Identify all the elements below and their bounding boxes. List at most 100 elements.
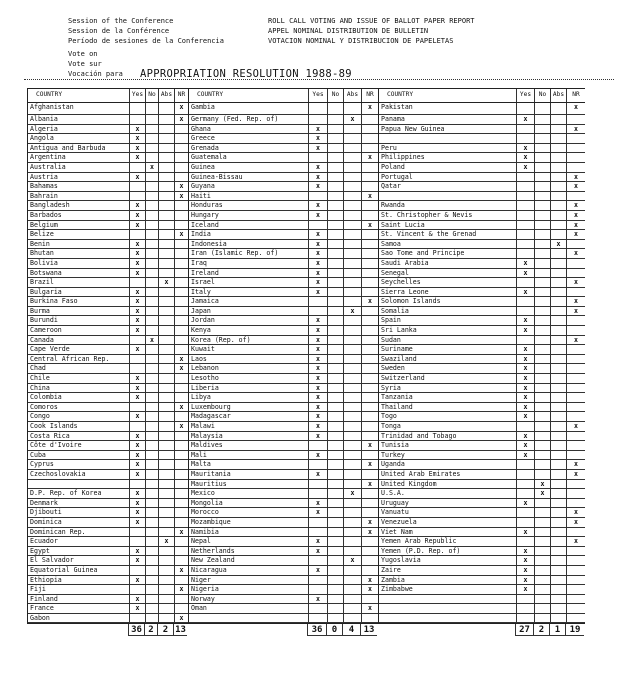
country-name: France xyxy=(30,604,54,613)
vote-nr-cell xyxy=(361,287,378,297)
table-row: Lebanon x xyxy=(189,364,378,375)
table-row: Germany (Fed. Rep. of) x xyxy=(189,115,378,125)
vote-abs-cell xyxy=(550,402,566,412)
vote-no-cell xyxy=(534,153,550,162)
vote-abs-cell xyxy=(550,287,566,297)
vote-abs-cell xyxy=(550,345,566,354)
vote-no-cell xyxy=(145,172,158,182)
vote-abs-cell xyxy=(343,172,361,182)
vote-nr-cell xyxy=(361,268,378,278)
vote-yes-cell xyxy=(516,124,534,134)
vote-nr-cell: x xyxy=(174,354,188,364)
table-row: Syria x xyxy=(379,383,585,394)
table-row: Bahrain x xyxy=(28,191,188,202)
vote-abs-cell xyxy=(158,249,174,258)
vote-nr-cell: x xyxy=(174,422,188,431)
vote-no-cell: x xyxy=(534,489,550,498)
vote-nr-cell xyxy=(174,172,188,182)
vote-yes-cell: x xyxy=(308,201,327,210)
vote-yes-cell: x xyxy=(516,498,534,508)
country-name: Cyprus xyxy=(30,460,54,469)
vote-abs-cell xyxy=(343,585,361,594)
vote-no-cell xyxy=(145,115,158,124)
country-name: Mali xyxy=(191,450,207,459)
country-name: Guinea xyxy=(191,162,215,171)
vote-yes-cell xyxy=(129,230,145,239)
vote-nr-cell xyxy=(174,556,188,565)
vote-no-cell xyxy=(327,374,343,383)
vote-abs-cell xyxy=(343,268,361,278)
table-row: Netherlands x xyxy=(189,546,378,557)
table-row: United Arab Emirates x xyxy=(379,469,585,480)
table-row: Uganda x xyxy=(379,460,585,470)
table-row: Sao Tome and Principe x xyxy=(379,249,585,259)
vote-abs-cell xyxy=(550,460,566,469)
vote-yes-cell: x xyxy=(129,489,145,498)
vote-yes-cell: x xyxy=(308,345,327,354)
vote-abs-cell xyxy=(158,345,174,354)
vote-fr: Vote sur xyxy=(68,60,102,68)
vote-abs-cell xyxy=(343,124,361,134)
vote-nr-cell: x xyxy=(566,278,585,287)
vote-yes-cell: x xyxy=(516,575,534,585)
vote-yes-cell xyxy=(129,115,145,124)
country-name: Burma xyxy=(30,306,50,315)
vote-nr-cell xyxy=(174,335,188,345)
country-name: Comoros xyxy=(30,402,58,411)
country-name: Senegal xyxy=(381,268,409,277)
vote-yes-cell: x xyxy=(308,143,327,153)
vote-nr-cell xyxy=(174,460,188,469)
total-nr: 19 xyxy=(565,624,584,637)
country-name: Nepal xyxy=(191,537,211,546)
country-name: Indonesia xyxy=(191,239,227,248)
country-name: Poland xyxy=(381,162,405,171)
vote-abs-cell xyxy=(550,393,566,402)
vote-abs-cell xyxy=(158,546,174,556)
table-row: Sudan x xyxy=(379,335,585,346)
header-yes: Yes xyxy=(516,89,534,102)
vote-nr-cell: x xyxy=(566,422,585,431)
vote-yes-cell xyxy=(516,479,534,489)
country-name: Gabon xyxy=(30,613,50,622)
vote-yes-cell: x xyxy=(516,565,534,575)
country-name: Jamaica xyxy=(191,297,219,306)
country-name: New Zealand xyxy=(191,556,235,565)
table-row: France x xyxy=(28,604,188,614)
table-row: Turkey x xyxy=(379,450,585,461)
country-name: Mexico xyxy=(191,489,215,498)
vote-abs-cell xyxy=(343,143,361,153)
table-row: Antigua and Barbuda x xyxy=(28,143,188,154)
table-row: Costa Rica x xyxy=(28,431,188,442)
vote-abs-cell xyxy=(343,460,361,469)
vote-no-cell xyxy=(327,489,343,498)
vote-yes-cell: x xyxy=(516,287,534,297)
vote-nr-cell xyxy=(174,316,188,326)
table-row: Malta x xyxy=(189,460,378,470)
vote-nr-cell xyxy=(174,134,188,143)
vote-abs-cell xyxy=(158,556,174,565)
vote-nr-cell xyxy=(566,268,585,278)
table-row: Bhutan x xyxy=(28,249,188,259)
vote-no-cell xyxy=(145,364,158,374)
vote-no-cell xyxy=(534,508,550,517)
table-row xyxy=(28,479,188,490)
report-fr: APPEL NOMINAL DISTRIBUTION DE BULLETIN xyxy=(268,27,429,35)
table-row: Dominica x xyxy=(28,517,188,528)
table-row: Bolivia x xyxy=(28,258,188,269)
country-name: Benin xyxy=(30,239,50,248)
table-row: Dominican Rep. x xyxy=(28,527,188,538)
vote-abs-cell xyxy=(158,103,174,114)
table-row: Suriname x xyxy=(379,345,585,355)
vote-abs-cell xyxy=(550,201,566,210)
country-name: India xyxy=(191,230,211,239)
country-name: Switzerland xyxy=(381,374,425,383)
vote-abs-cell xyxy=(550,527,566,537)
vote-no-cell xyxy=(145,613,158,623)
country-name: Portugal xyxy=(381,172,413,181)
vote-yes-cell xyxy=(129,278,145,287)
table-row: Senegal x xyxy=(379,268,585,279)
table-row: Benin x xyxy=(28,239,188,250)
country-name: Yemen Arab Republic xyxy=(381,537,457,546)
country-name: Chad xyxy=(30,364,46,373)
vote-yes-cell: x xyxy=(516,527,534,537)
